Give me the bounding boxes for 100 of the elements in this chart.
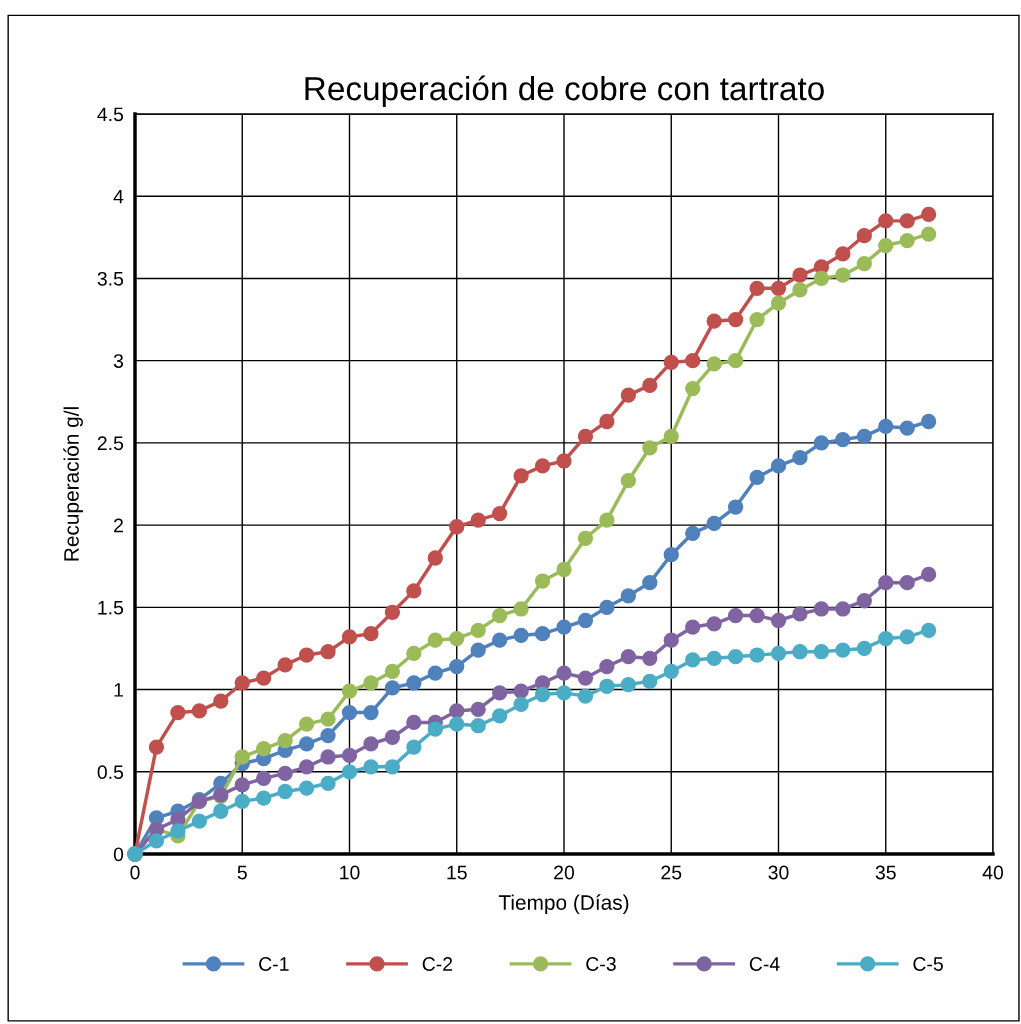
y-axis-title: Recuperación g/l [63, 407, 83, 561]
point [727, 499, 744, 515]
point [534, 686, 551, 703]
point [556, 561, 572, 578]
point [577, 670, 594, 686]
point [792, 644, 808, 660]
point [685, 353, 701, 369]
point [492, 632, 508, 648]
point [556, 665, 572, 681]
x-tick-label: 40 [982, 865, 1004, 880]
point [921, 413, 937, 430]
point [234, 793, 250, 810]
x-tick-label: 5 [237, 865, 247, 880]
point [320, 711, 336, 727]
point [213, 693, 229, 709]
point [878, 630, 894, 647]
chart-title: Recuperación de cobre con tartrato [305, 75, 824, 108]
point [599, 678, 615, 694]
point [792, 606, 808, 622]
x-tick-label: 15 [447, 865, 467, 880]
point [406, 675, 422, 691]
point [320, 727, 336, 744]
point [234, 675, 250, 691]
point [792, 282, 808, 298]
point [835, 601, 851, 617]
point [534, 626, 551, 642]
point [470, 622, 486, 638]
point [685, 652, 701, 668]
point [470, 512, 486, 528]
point [642, 650, 658, 666]
point [856, 593, 872, 609]
x-tick-label: 35 [875, 865, 896, 880]
point [749, 607, 765, 624]
point [642, 377, 658, 393]
point [427, 721, 443, 737]
point [813, 644, 830, 660]
point [170, 704, 186, 721]
point [577, 612, 594, 629]
x-tick-label: 30 [768, 865, 789, 880]
point [663, 632, 679, 648]
point [363, 675, 379, 691]
point [921, 206, 937, 222]
point [642, 673, 658, 689]
point [298, 716, 315, 732]
y-tick-label: 4.5 [97, 107, 124, 122]
y-tick-label: 0.5 [97, 765, 124, 780]
point [148, 739, 165, 755]
point [492, 708, 508, 724]
y-tick-label: 2.5 [97, 436, 124, 451]
point [191, 813, 207, 829]
point [813, 270, 830, 287]
point [534, 458, 551, 474]
point [256, 670, 272, 686]
point [363, 626, 379, 642]
point [470, 718, 486, 734]
point [899, 213, 915, 229]
point [835, 267, 851, 283]
point [513, 601, 529, 617]
x-tick-label: 0 [130, 865, 140, 880]
point [706, 616, 722, 632]
y-tick-label: 1.5 [98, 601, 124, 615]
point [492, 685, 508, 701]
point [148, 833, 165, 849]
point [470, 701, 486, 717]
x-tick-label: 25 [661, 865, 682, 880]
point [685, 619, 701, 635]
point [492, 607, 508, 624]
point [556, 619, 572, 635]
point [620, 387, 636, 403]
point [878, 575, 894, 591]
point [899, 232, 915, 249]
y-tick-label: 0 [113, 847, 124, 862]
point [256, 770, 272, 786]
point [835, 431, 851, 448]
point [277, 783, 293, 800]
legend-label: C-4 [749, 957, 780, 971]
point [534, 573, 551, 589]
point [599, 512, 615, 528]
point [727, 311, 744, 328]
point [341, 747, 358, 763]
point [835, 642, 851, 658]
point [921, 566, 937, 583]
point [749, 647, 765, 663]
point [449, 630, 465, 647]
point [878, 418, 894, 435]
point [792, 450, 808, 466]
point [620, 588, 636, 604]
point [406, 714, 422, 731]
point [384, 729, 401, 745]
point [298, 647, 315, 663]
point [642, 440, 658, 456]
point [427, 550, 443, 566]
x-tick-label: 10 [340, 865, 360, 880]
y-tick-label: 2 [114, 518, 123, 533]
point [234, 749, 250, 765]
point [341, 764, 358, 780]
point [706, 650, 722, 666]
point [770, 612, 787, 629]
point [749, 280, 765, 296]
point [513, 468, 529, 484]
